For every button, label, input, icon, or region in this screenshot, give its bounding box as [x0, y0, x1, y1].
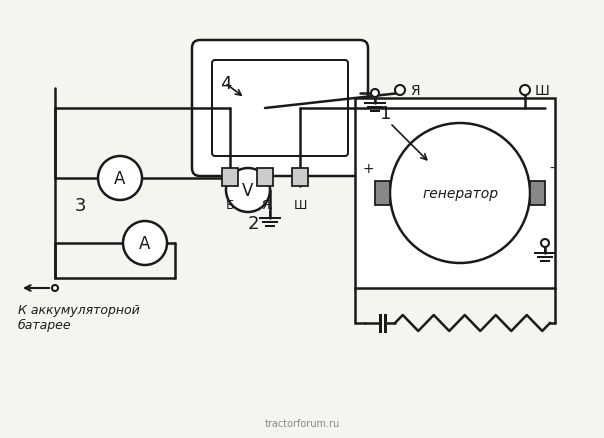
Circle shape: [123, 222, 167, 265]
Text: A: A: [140, 234, 150, 252]
Circle shape: [520, 86, 530, 96]
Circle shape: [541, 240, 549, 247]
Text: 4: 4: [220, 75, 231, 93]
Text: 2: 2: [248, 215, 260, 233]
Text: Б: Б: [226, 198, 234, 212]
Bar: [355, 99, 555, 288]
Text: Я: Я: [410, 84, 420, 98]
Text: Ш: Ш: [535, 84, 550, 98]
Bar: [222, 169, 238, 187]
Circle shape: [390, 124, 530, 263]
Text: генератор: генератор: [422, 187, 498, 201]
Bar: [257, 169, 273, 187]
Bar: [292, 169, 308, 187]
Bar: [530, 182, 545, 205]
Text: V: V: [242, 182, 254, 200]
Text: +: +: [362, 162, 374, 176]
Text: A: A: [114, 170, 126, 187]
Bar: [375, 182, 390, 205]
FancyBboxPatch shape: [212, 61, 348, 157]
Circle shape: [371, 90, 379, 98]
Text: Ш: Ш: [294, 198, 307, 212]
Text: Я: Я: [261, 198, 269, 212]
Text: К аккумуляторной
батарее: К аккумуляторной батарее: [18, 303, 140, 331]
Text: tractorforum.ru: tractorforum.ru: [265, 418, 339, 428]
Text: -: -: [550, 162, 554, 176]
Circle shape: [98, 157, 142, 201]
Circle shape: [52, 285, 58, 291]
Circle shape: [395, 86, 405, 96]
Text: 3: 3: [75, 197, 86, 215]
Text: 1: 1: [380, 105, 391, 123]
Circle shape: [226, 169, 270, 212]
FancyBboxPatch shape: [192, 41, 368, 177]
